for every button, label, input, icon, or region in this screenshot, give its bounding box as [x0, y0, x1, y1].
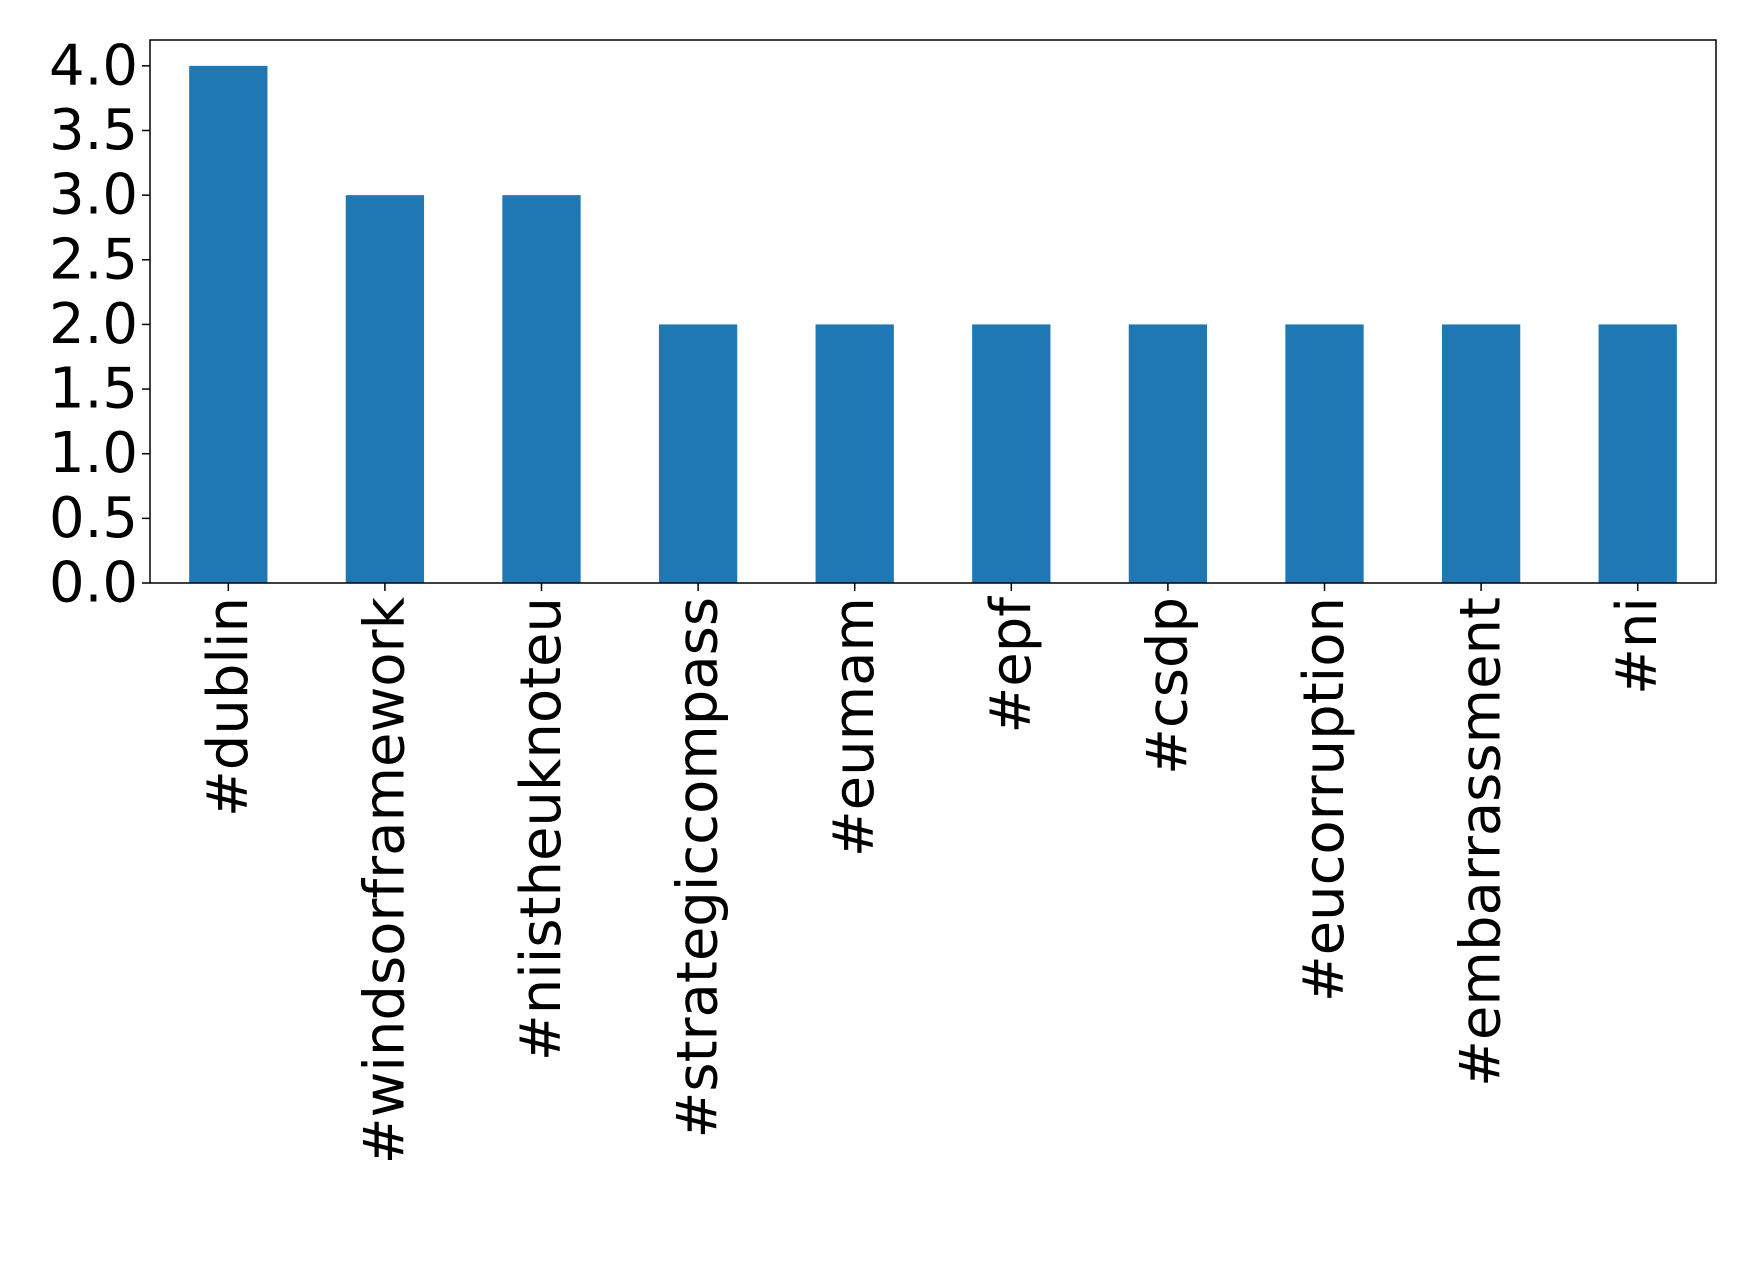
x-tick-label: #embarrassment [1449, 597, 1514, 1087]
x-tick-label: #dublin [196, 597, 261, 817]
x-tick-label: #ni [1605, 597, 1670, 695]
bar [815, 324, 894, 583]
x-tick-label: #niistheuknoteu [509, 597, 574, 1061]
y-tick-label: 4.0 [49, 33, 138, 98]
plot-frame [149, 39, 1717, 584]
y-tick-label: 3.0 [49, 163, 138, 228]
bar [189, 65, 268, 584]
y-tick-label: 3.5 [49, 98, 138, 163]
bar [1285, 324, 1364, 583]
bar [1598, 324, 1677, 583]
bar [1441, 324, 1521, 583]
x-tick-label: #eumam [822, 597, 887, 857]
bar [345, 195, 425, 583]
y-tick-label: 2.0 [49, 292, 138, 357]
y-tick-label: 2.5 [49, 227, 138, 292]
bar [972, 324, 1051, 583]
y-tick-label: 0.5 [49, 486, 138, 551]
x-tick-label: #windsorframework [352, 596, 417, 1164]
x-tick-label: #eucorruption [1292, 597, 1357, 1002]
y-tick-label: 1.5 [49, 357, 138, 422]
y-tick-label: 0.0 [49, 551, 138, 616]
x-tick-label: #csdp [1135, 597, 1200, 775]
x-tick-label: #strategiccompass [666, 597, 731, 1139]
bar [658, 324, 738, 583]
bar [1128, 324, 1208, 583]
y-tick-label: 1.0 [49, 421, 138, 486]
x-tick-label: #epf [979, 596, 1044, 734]
bar [502, 195, 581, 583]
